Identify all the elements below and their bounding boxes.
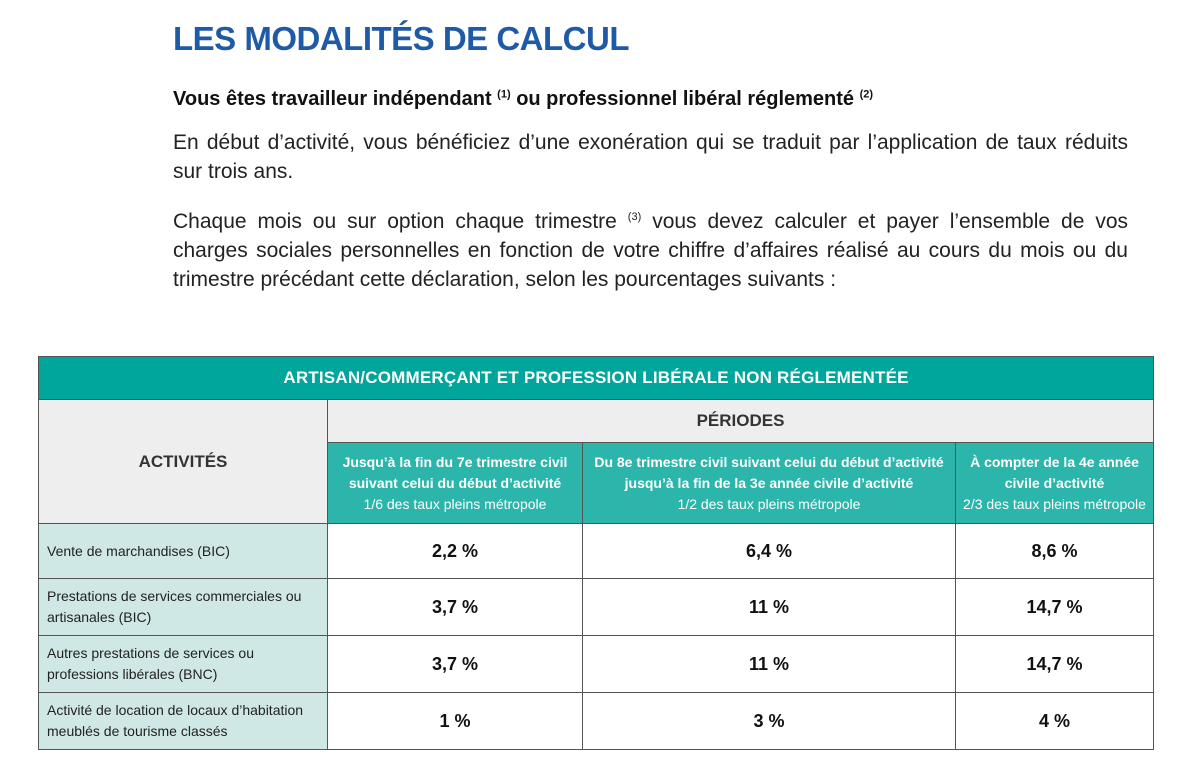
period-2-line2: jusqu’à la fin de la 3e année civile d’a… xyxy=(624,474,914,491)
periods-header: PÉRIODES xyxy=(327,399,1154,443)
rate-value: 1 % xyxy=(327,692,583,750)
page-title: LES MODALITÉS DE CALCUL xyxy=(173,20,630,57)
footnote-ref-3: (3) xyxy=(627,211,642,223)
table-row: Prestations de services commerciales ou … xyxy=(38,578,1154,636)
period-3-line1: À compter de la 4e année xyxy=(970,453,1139,470)
period-header-1: Jusqu’à la fin du 7e trimestre civil sui… xyxy=(327,442,583,524)
rate-value: 3,7 % xyxy=(327,578,583,636)
paragraph-after: vous devez calculer et payer l’ensemble … xyxy=(173,210,1128,291)
table-row: Vente de marchandises (BIC) 2,2 % 6,4 % … xyxy=(38,523,1154,579)
activity-label: Activité de location de locaux d’habitat… xyxy=(38,692,328,750)
period-1-line1: Jusqu’à la fin du 7e trimestre civil xyxy=(342,453,568,470)
period-1-line2: suivant celui du début d’activité xyxy=(348,474,562,491)
period-2-note: 1/2 des taux pleins métropole xyxy=(677,495,861,512)
period-3-line2: civile d’activité xyxy=(1004,474,1105,491)
subtitle-part2: ou professionnel libéral réglementé xyxy=(516,88,855,110)
section-subtitle: Vous êtes travailleur indépendant (1) ou… xyxy=(173,88,873,111)
period-header-2: Du 8e trimestre civil suivant celui du d… xyxy=(582,442,956,524)
activities-header: ACTIVITÉS xyxy=(38,399,328,524)
footnote-ref-1: (1) xyxy=(497,88,511,101)
rate-value: 14,7 % xyxy=(955,635,1154,693)
table-row: Activité de location de locaux d’habitat… xyxy=(38,692,1154,750)
activity-label: Autres prestations de services ou profes… xyxy=(38,635,328,693)
calculation-paragraph: Chaque mois ou sur option chaque trimest… xyxy=(173,203,1128,294)
period-3-note: 2/3 des taux pleins métropole xyxy=(963,495,1146,512)
subtitle-part1: Vous êtes travailleur indépendant xyxy=(173,88,492,110)
activity-label: Vente de marchandises (BIC) xyxy=(38,523,328,579)
table-row: Autres prestations de services ou profes… xyxy=(38,635,1154,693)
rate-value: 6,4 % xyxy=(582,523,956,579)
period-1-note: 1/6 des taux pleins métropole xyxy=(363,495,547,512)
rates-table: ARTISAN/COMMERÇANT ET PROFESSION LIBÉRAL… xyxy=(38,356,1154,750)
rate-value: 2,2 % xyxy=(327,523,583,579)
table-banner: ARTISAN/COMMERÇANT ET PROFESSION LIBÉRAL… xyxy=(38,356,1154,400)
footnote-ref-2: (2) xyxy=(859,88,874,101)
intro-paragraph: En début d’activité, vous bénéficiez d’u… xyxy=(173,131,1128,183)
period-header-3: À compter de la 4e année civile d’activi… xyxy=(955,442,1154,524)
rate-value: 11 % xyxy=(582,578,956,636)
rate-value: 8,6 % xyxy=(955,523,1154,579)
paragraph-before: Chaque mois ou sur option chaque trimest… xyxy=(173,210,628,233)
rate-value: 14,7 % xyxy=(955,578,1154,636)
rate-value: 3,7 % xyxy=(327,635,583,693)
rate-value: 3 % xyxy=(582,692,956,750)
activity-label: Prestations de services commerciales ou … xyxy=(38,578,328,636)
period-2-line1: Du 8e trimestre civil suivant celui du d… xyxy=(594,453,944,470)
rate-value: 11 % xyxy=(582,635,956,693)
rate-value: 4 % xyxy=(955,692,1154,750)
